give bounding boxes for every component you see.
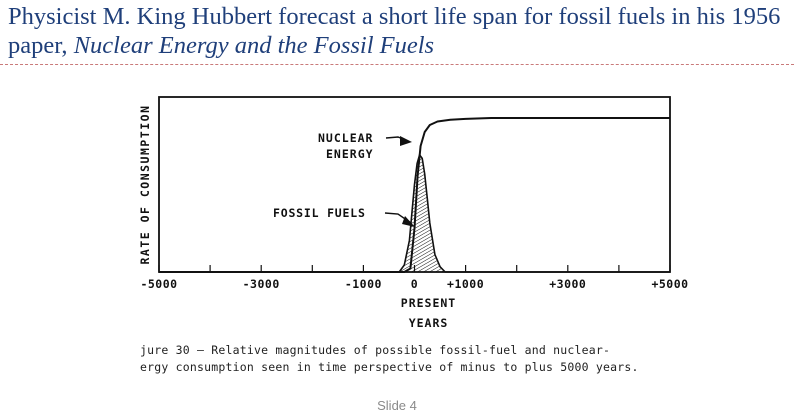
x-tick-label: -5000 bbox=[140, 277, 177, 291]
x-tick-label: -3000 bbox=[243, 277, 280, 291]
fossil-fuels-curve bbox=[159, 154, 670, 273]
figure-caption-line-2: ergy consumption seen in time perspectiv… bbox=[140, 360, 639, 374]
x-axis-label-2: YEARS bbox=[409, 316, 449, 330]
y-axis-label: RATE OF CONSUMPTION bbox=[138, 104, 152, 264]
nuclear-energy-label-2: ENERGY bbox=[326, 147, 374, 161]
x-tick-label: +5000 bbox=[651, 277, 688, 291]
nuclear-arrowhead bbox=[400, 136, 412, 146]
x-tick-label: -1000 bbox=[345, 277, 382, 291]
fossil-fuels-label: FOSSIL FUELS bbox=[273, 206, 366, 220]
slide-title: Physicist M. King Hubbert forecast a sho… bbox=[8, 2, 788, 60]
title-divider bbox=[0, 64, 794, 65]
x-tick-label: 0 bbox=[411, 277, 418, 291]
nuclear-energy-curve bbox=[159, 117, 670, 273]
x-tick-label: +3000 bbox=[549, 277, 586, 291]
paper-title: Nuclear Energy and the Fossil Fuels bbox=[73, 32, 435, 59]
fossil-fuels-area bbox=[399, 154, 446, 272]
plot-area: -5000 -3000 -1000 0 +1000 +3000 +5000 PRESENT YE… bbox=[138, 96, 688, 330]
x-axis-label: PRESENT bbox=[401, 296, 456, 310]
figure-caption-line-1: jure 30 – Relative magnitudes of possibl… bbox=[140, 343, 611, 357]
nuclear-energy-label: NUCLEAR bbox=[318, 131, 373, 145]
fossil-arrowhead bbox=[402, 216, 415, 227]
slide-number: Slide 4 bbox=[377, 398, 417, 413]
x-tick-label: +1000 bbox=[447, 277, 484, 291]
slide-title-text: Physicist M. King Hubbert forecast a sho… bbox=[8, 3, 781, 59]
